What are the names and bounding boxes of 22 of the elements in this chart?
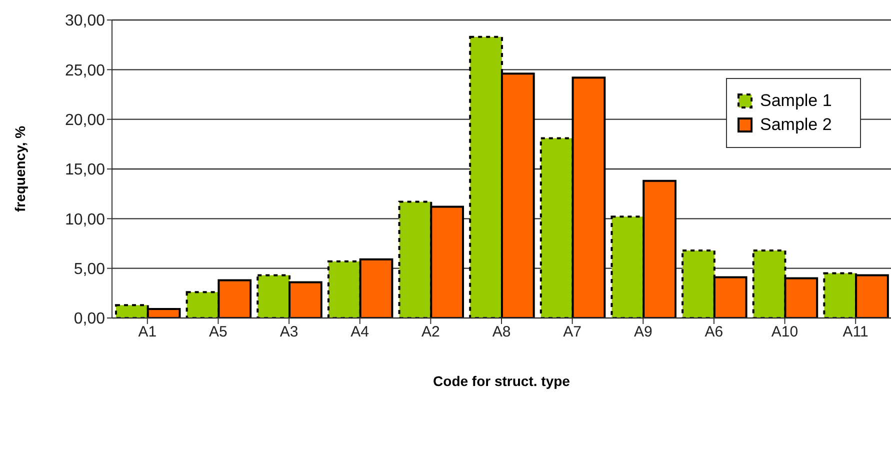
x-tick-label: A6 bbox=[704, 324, 724, 341]
x-tick-label: A4 bbox=[350, 324, 370, 341]
y-tick-label: 10,00 bbox=[64, 211, 106, 228]
x-tick-label: A5 bbox=[209, 324, 228, 341]
y-tick-label: 5,00 bbox=[74, 261, 106, 278]
x-tick-label: A9 bbox=[634, 324, 652, 341]
x-tick-label: A11 bbox=[842, 324, 868, 341]
y-tick-label: 15,00 bbox=[64, 162, 106, 179]
y-tick-label: 25,00 bbox=[64, 62, 106, 80]
y-axis-title: frequency, % bbox=[12, 125, 28, 212]
x-axis-title: Code for struct. type bbox=[433, 373, 570, 389]
x-tick-label: A1 bbox=[138, 324, 157, 341]
y-tick-label: 30,00 bbox=[64, 12, 106, 30]
y-tick-label: 20,00 bbox=[64, 112, 106, 130]
x-tick-label: A10 bbox=[771, 324, 798, 341]
x-tick-label: A7 bbox=[563, 324, 582, 341]
x-tick-label: A2 bbox=[422, 324, 440, 341]
x-tick-label: A8 bbox=[492, 324, 511, 341]
y-tick-label: 0,00 bbox=[74, 310, 106, 328]
legend-label: Sample 1 bbox=[760, 91, 832, 111]
x-tick-label: A3 bbox=[280, 324, 298, 341]
legend-label: Sample 2 bbox=[760, 115, 832, 135]
